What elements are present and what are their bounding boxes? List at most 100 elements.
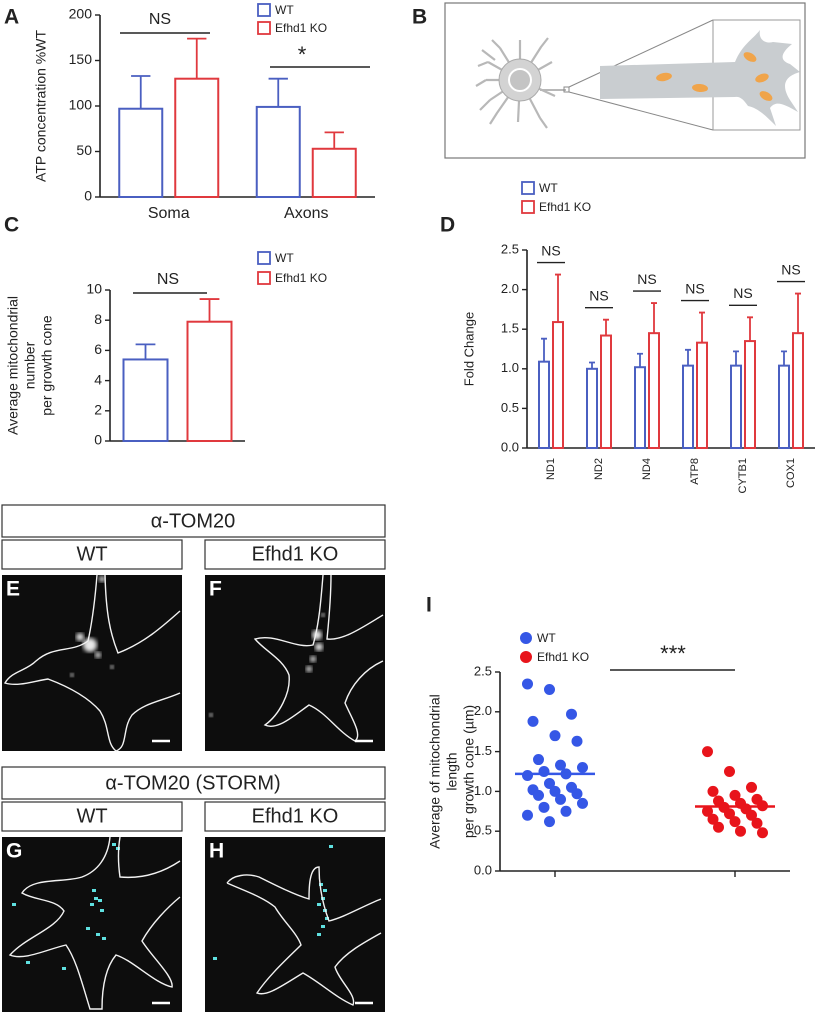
bar	[682, 364, 694, 449]
bar	[122, 358, 169, 442]
y-tick-label: 2.5	[501, 241, 519, 256]
error-bar	[699, 311, 705, 343]
chart: A 0 50 100 150 200 ATP concentration %WT WT Efhd…	[4, 3, 375, 222]
zoom-line	[568, 91, 714, 131]
micrograph-content	[213, 845, 382, 1006]
legend-label: Efhd1 KO	[537, 650, 589, 664]
storm-cluster	[325, 917, 329, 920]
panel-title: WT	[76, 543, 107, 565]
title-box	[1, 539, 183, 570]
storm-cluster	[96, 933, 100, 936]
legend-label: WT	[537, 631, 556, 645]
legend-marker	[257, 271, 271, 285]
micrograph	[205, 575, 385, 751]
panel-letter: I	[426, 594, 432, 617]
data-point	[533, 754, 544, 766]
panel-title: Efhd1 KO	[252, 543, 339, 565]
title-box	[204, 801, 386, 832]
bar	[538, 360, 550, 449]
error-bar	[603, 318, 609, 336]
storm-cluster	[317, 903, 321, 906]
fluorescent-spot	[110, 665, 114, 669]
panel-letter: F	[209, 578, 222, 601]
x-tick-label: Soma	[148, 205, 190, 222]
legend-label: WT	[275, 251, 294, 265]
storm-cluster	[317, 933, 321, 936]
diagram: B	[412, 2, 806, 159]
fluorescent-spot	[315, 643, 323, 651]
y-tick-label: 0.5	[501, 400, 519, 415]
panel-letter: A	[4, 6, 19, 29]
micrograph-content	[8, 836, 181, 1010]
fluorescent-spot	[76, 633, 84, 641]
x-tick-label: Axons	[284, 205, 328, 222]
storm-cluster	[112, 843, 116, 846]
data-point	[538, 801, 550, 813]
significance-label: NS	[589, 287, 608, 303]
y-axis-label: length	[444, 752, 460, 790]
data-point	[571, 735, 583, 747]
fluorescent-spot	[99, 576, 105, 582]
y-tick-label: 1.0	[474, 783, 492, 798]
fluorescent-spot	[310, 656, 316, 662]
bar	[778, 364, 790, 449]
data-point	[746, 809, 757, 821]
significance-label: *	[298, 42, 307, 67]
y-axis-label: ATP concentration %WT	[33, 30, 49, 182]
data-point	[566, 708, 577, 720]
error-bar	[685, 348, 691, 366]
micrograph-content	[3, 574, 181, 752]
fluorescent-spot	[70, 673, 74, 677]
panel-letter: C	[4, 214, 19, 237]
data-point	[522, 769, 533, 781]
legend-marker	[521, 181, 535, 195]
storm-cluster	[100, 909, 104, 912]
storm-cluster	[321, 925, 325, 928]
bar	[311, 147, 357, 199]
cell-outline	[253, 574, 384, 742]
significance-label: ***	[660, 641, 686, 666]
y-tick-label: 2	[94, 402, 102, 418]
chart: D 0.0 0.5 1.0 1.5 2.0 2.5 Fold Change WT Efhd1 KO…	[440, 181, 815, 493]
data-point	[549, 785, 561, 797]
data-point	[746, 781, 757, 793]
storm-cluster	[86, 927, 90, 930]
bar	[600, 334, 612, 450]
error-bar	[131, 75, 151, 109]
data-point	[577, 762, 588, 774]
data-point	[724, 808, 735, 820]
neuron-nucleus	[508, 68, 532, 92]
heading-box	[1, 504, 386, 538]
error-bar	[324, 131, 344, 149]
panel-letter: B	[412, 6, 427, 29]
x-tick-label: ND1	[545, 458, 557, 480]
data-point	[544, 684, 555, 696]
x-tick-label: CYTB1	[737, 458, 749, 493]
error-bar	[541, 337, 547, 362]
mitochondria	[656, 52, 773, 101]
data-point	[527, 715, 539, 727]
y-axis-label: Average of mitochondrial	[427, 694, 443, 849]
bar	[696, 341, 708, 449]
panel-title: Efhd1 KO	[252, 805, 339, 827]
storm-cluster	[329, 845, 333, 848]
legend-marker	[521, 200, 535, 214]
cell-outline	[226, 866, 382, 1006]
y-tick-label: 150	[69, 51, 93, 67]
error-bar	[747, 316, 753, 342]
storm-cluster	[102, 937, 106, 940]
panel-letter: D	[440, 214, 455, 237]
fluorescent-spot	[83, 638, 97, 652]
storm-cluster	[12, 903, 16, 906]
error-bar	[135, 343, 156, 360]
y-tick-label: 0.0	[474, 862, 492, 877]
data-point	[729, 789, 741, 801]
data-point	[522, 678, 533, 690]
bar	[648, 332, 660, 449]
y-tick-label: 6	[94, 341, 102, 357]
panel-letter: G	[6, 840, 22, 863]
significance-label: NS	[781, 261, 800, 277]
x-tick-label: ND2	[593, 458, 605, 480]
data-point	[538, 766, 550, 777]
